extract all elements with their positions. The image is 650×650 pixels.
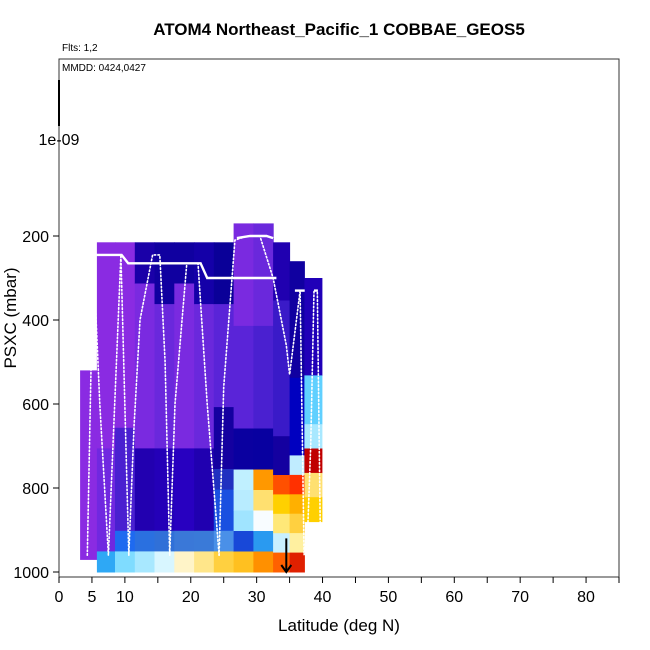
x-tick-label: 0 [55,589,64,606]
y-axis-ticks: 200 400 600 800 1000 [13,229,59,582]
heat-cell [233,428,254,470]
heat-cell [289,494,305,515]
heat-cell [304,424,323,450]
heat-cell [96,551,116,573]
heat-cell [213,304,235,408]
heat-cell [154,242,175,305]
x-tick-label: 20 [182,589,200,606]
heat-cell [174,448,195,532]
y-tick-label: 200 [22,229,49,246]
heat-cell [233,490,254,511]
arrow-head [280,564,293,574]
heat-cell [194,551,215,573]
heatmap-cells [80,223,323,573]
flight-altitude-line [93,253,277,280]
x-axis-label: Latitude (deg N) [278,616,400,635]
heat-cell [213,242,235,305]
heat-cell [134,530,156,552]
x-tick-label: 30 [248,589,266,606]
heat-cell [253,469,274,491]
heat-cell [304,448,323,474]
heat-cell [233,510,254,532]
flight-altitude-line [236,234,274,240]
y-axis-top-label: 1e-09 [39,132,80,149]
flight-track-dotted [128,254,171,556]
heat-cell [289,455,305,476]
flights-label: Flts: 1,2 [62,43,98,54]
x-tick-label: 50 [380,589,398,606]
heat-cell [174,283,195,449]
heat-cell [273,494,291,515]
heat-cell [273,242,291,301]
heat-cell [213,469,235,491]
heat-cell [304,375,323,425]
flight-track-dotted [86,254,130,556]
heat-cell [233,223,254,327]
heat-cell [154,551,175,573]
heat-cell [194,448,215,532]
heat-cell [273,300,291,437]
heat-cell [233,325,254,429]
heat-cell [213,407,235,470]
heat-cell [273,533,291,554]
heat-cell [174,530,195,552]
x-axis-ticks: 0 5 10 20 30 40 50 60 70 80 [55,577,620,606]
heat-cell [96,242,116,449]
y-tick-label: 600 [22,397,49,414]
heat-cell [253,490,274,511]
y-tick-label: 1000 [13,565,49,582]
arrow-marker [280,538,293,574]
heat-cell [253,531,274,552]
heat-cell [233,531,254,552]
heat-cell [233,551,254,573]
y-axis-label: PSXC (mbar) [1,267,20,368]
dates-label: MMDD: 0424,0427 [62,63,146,74]
heat-cell [115,551,136,573]
heat-cell [233,469,254,491]
y-tick-label: 400 [22,313,49,330]
x-tick-label: 70 [511,589,529,606]
heat-cell [253,551,274,573]
flight-tracks [86,234,322,556]
plot-frame [58,58,620,578]
heat-cell [273,475,291,495]
heat-cell [154,448,175,532]
heat-cell [253,223,274,327]
heat-cell [134,551,156,573]
heat-cell [289,533,305,553]
x-tick-label: 5 [87,589,96,606]
heat-cell [289,513,305,534]
heat-cell [253,428,274,470]
chart-title: ATOM4 Northeast_Pacific_1 COBBAE_GEOS5 [153,20,525,39]
y-tick-label: 800 [22,481,49,498]
heat-cell [273,436,291,476]
heat-cell [273,513,291,534]
heat-cell [174,551,195,573]
heat-cell [96,448,116,552]
heat-cell [194,530,215,552]
heat-cell [213,489,235,532]
x-tick-label: 80 [577,589,595,606]
heat-cell [194,304,215,449]
heat-cell [115,530,136,552]
heat-cell [253,510,274,532]
x-tick-label: 60 [445,589,463,606]
heat-cell [154,530,175,552]
heat-cell [134,448,156,532]
heat-cell [289,552,305,573]
x-tick-label: 40 [314,589,332,606]
heat-cell [253,325,274,429]
x-tick-label: 10 [116,589,134,606]
heat-cell [213,551,235,573]
heat-cell [289,474,305,495]
